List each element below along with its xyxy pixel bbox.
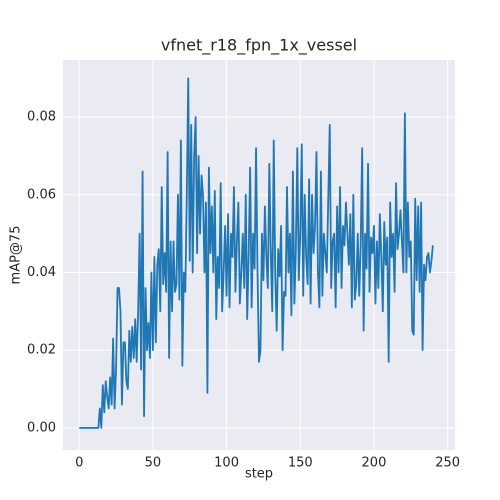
y-tick-label: 0.02 [27,343,56,358]
y-tick-label: 0.06 [27,187,56,202]
x-tick-label: 0 [75,456,83,471]
x-tick-label: 200 [362,456,387,471]
x-axis-label: step [245,467,273,482]
y-axis-label: mAP@75 [9,226,24,285]
chart-title: vfnet_r18_fpn_1x_vessel [161,36,357,56]
x-tick-label: 100 [214,456,239,471]
x-tick-label: 150 [288,456,313,471]
y-tick-label: 0.08 [27,110,56,125]
data-line [79,77,434,429]
y-tick-label: 0.04 [27,265,56,280]
x-tick-label: 250 [435,456,460,471]
y-tick-label: 0.00 [27,420,56,435]
x-tick-label: 50 [145,456,162,471]
